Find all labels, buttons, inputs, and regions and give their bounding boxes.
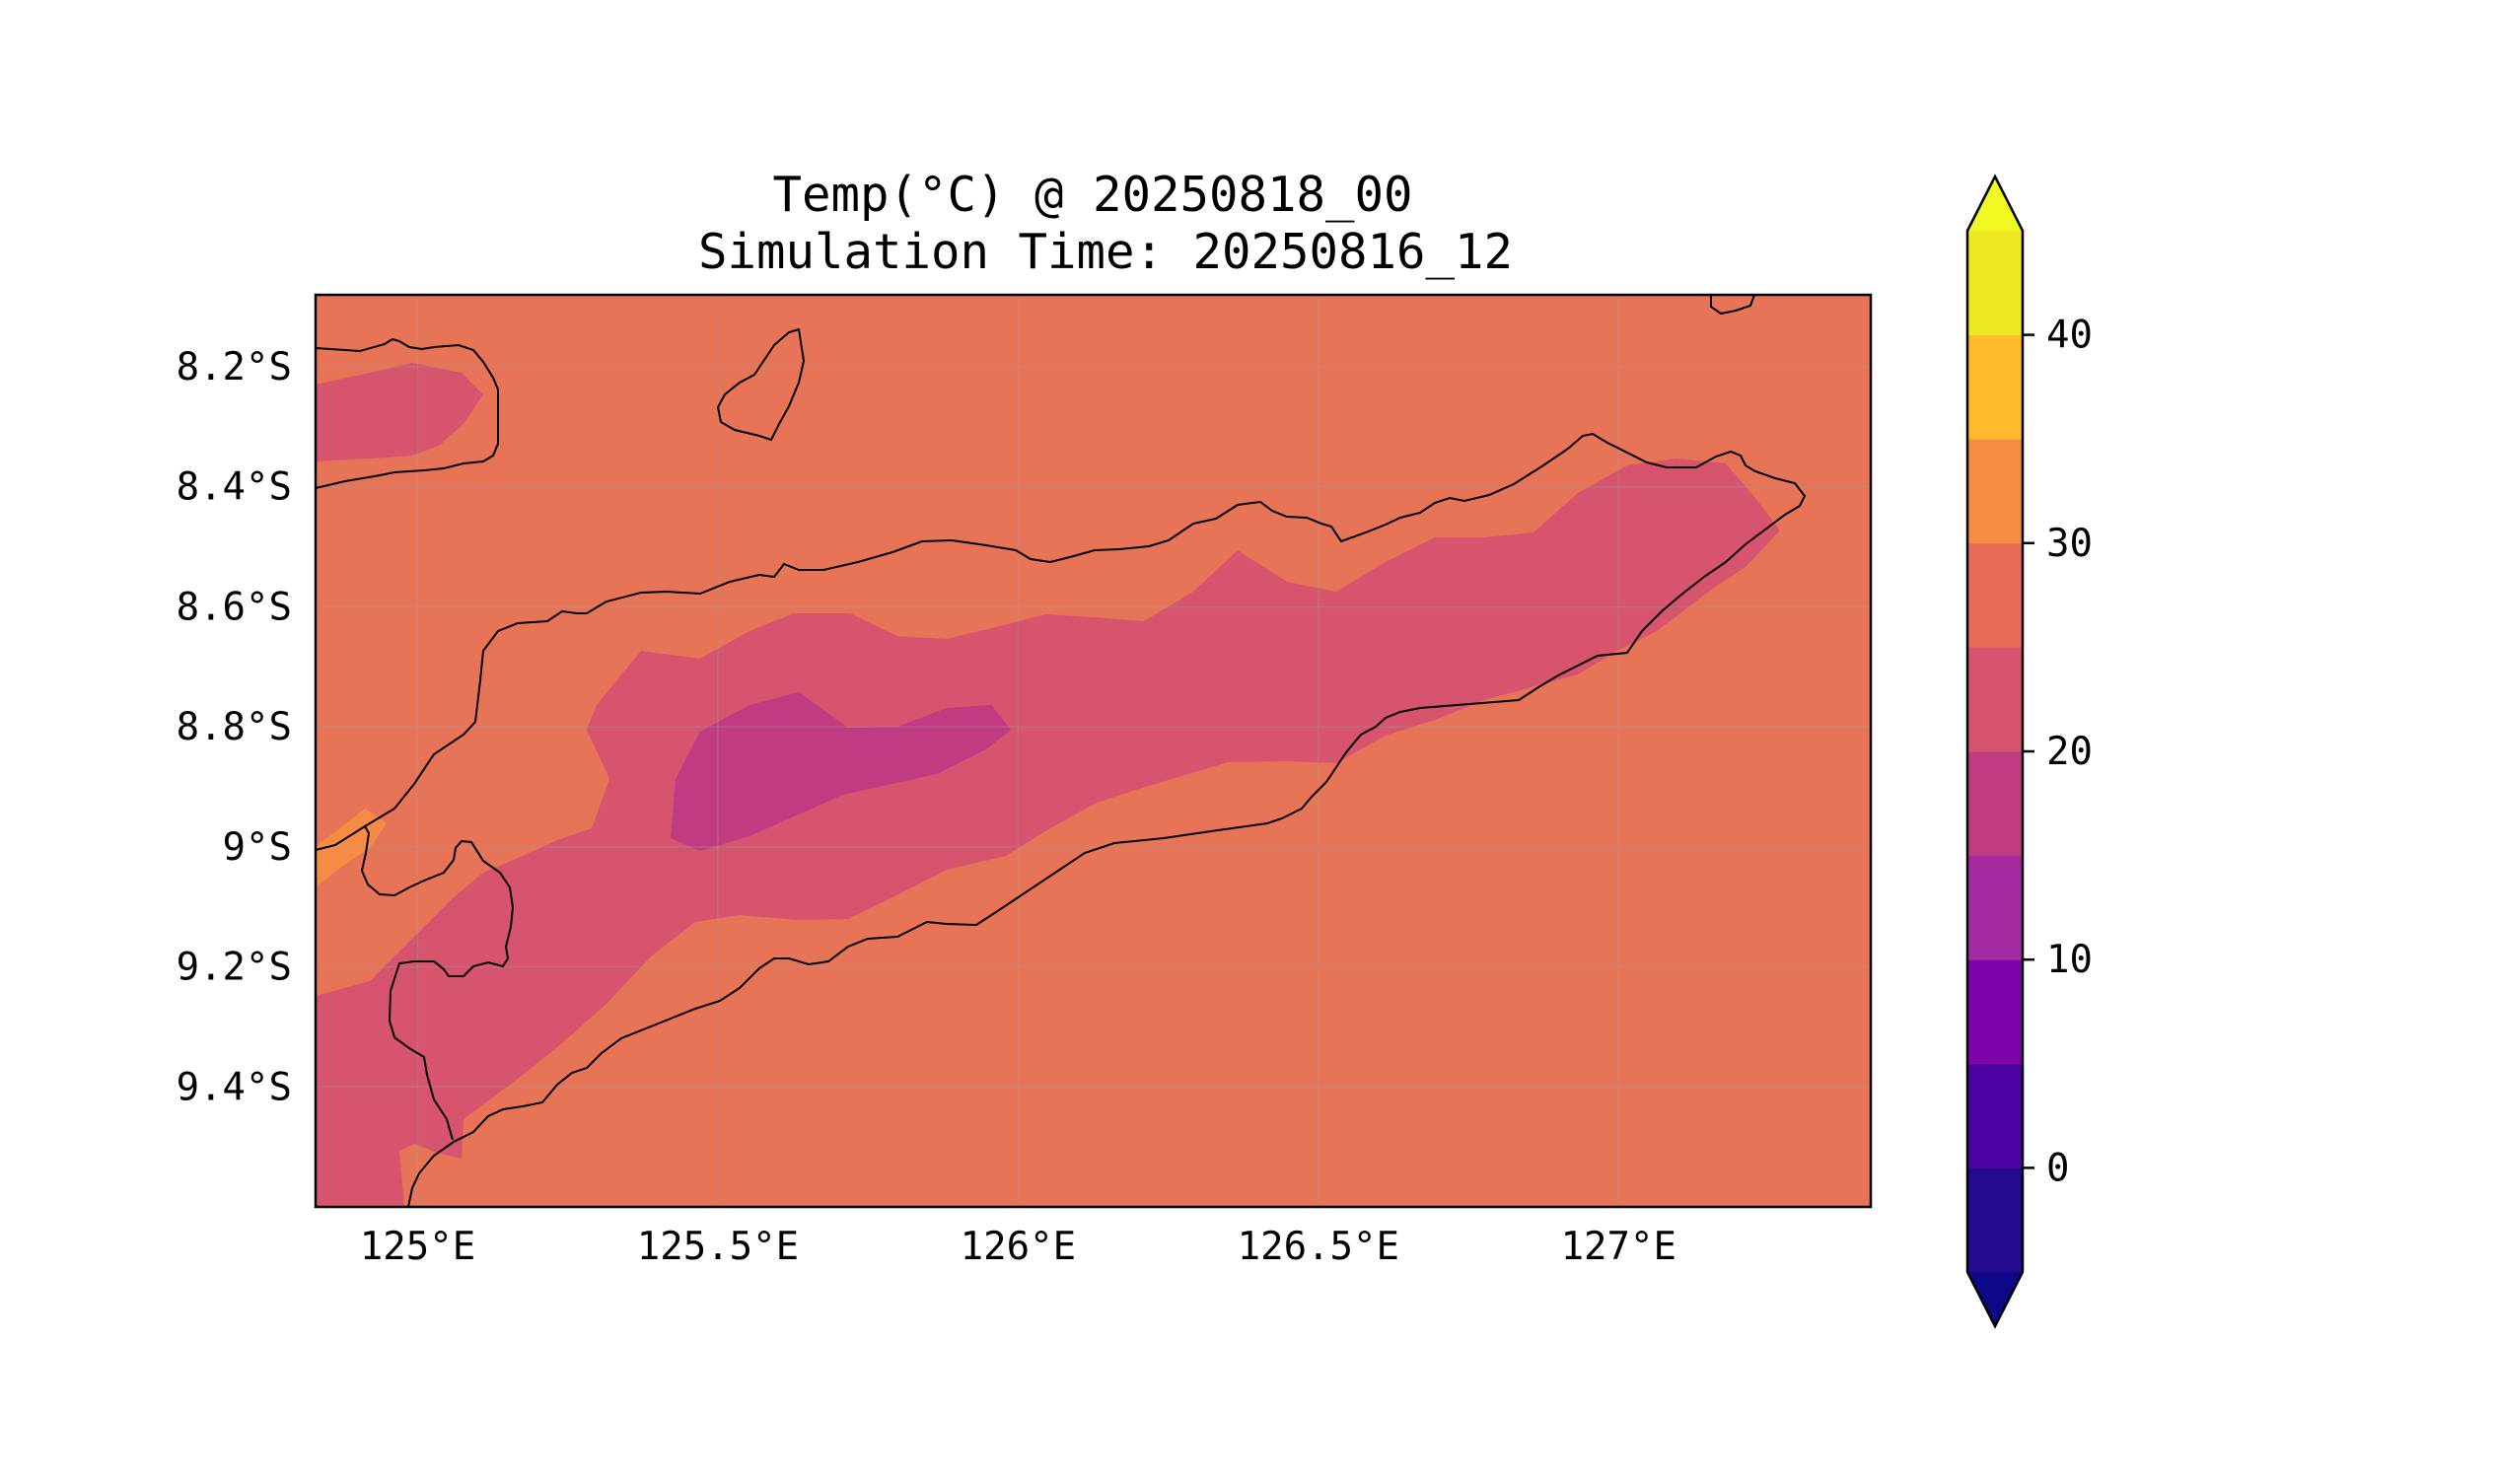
colorbar-extend-high: [1967, 177, 2023, 231]
y-tick-label: 8.2°S: [177, 345, 292, 389]
plot-frame: [314, 293, 1873, 1209]
coastline-atauro: [716, 327, 806, 442]
coastline-timor-north: [316, 432, 1807, 1207]
x-tick-label: 126.5°E: [1238, 1225, 1399, 1269]
gridlines: [316, 295, 1871, 1207]
colorbar-segment: [1967, 231, 2023, 336]
colorbar-segment: [1967, 1063, 2023, 1168]
y-tick-label: 8.6°S: [177, 585, 292, 629]
contour-band-15-20: [671, 692, 1011, 851]
colorbar-extend-low: [1967, 1272, 2023, 1326]
colorbar-tick-label: 30: [2046, 522, 2093, 566]
title-line-1: Temp(°C) @ 20250818_00: [772, 167, 1412, 223]
y-tick-label: 8.8°S: [177, 705, 292, 749]
x-axis: 125°E 125.5°E 126°E 126.5°E 127°E: [360, 1225, 1676, 1269]
colorbar-segment: [1967, 959, 2023, 1065]
contour-band-20-25-nw: [316, 363, 483, 461]
coastline-wetar: [316, 337, 499, 489]
colorbar-segment: [1967, 439, 2023, 544]
colorbar-segment: [1967, 751, 2023, 857]
y-tick-label: 8.4°S: [177, 465, 292, 510]
coastlines: [316, 295, 1807, 1207]
coastline-ne-island: [1710, 295, 1755, 316]
colorbar-segment: [1967, 647, 2023, 752]
colorbar-segment: [1967, 542, 2023, 648]
x-tick-label: 127°E: [1561, 1225, 1676, 1269]
colorbar: 0 10 20 30 40: [1965, 174, 2093, 1329]
colorbar-tick-label: 20: [2046, 730, 2093, 774]
y-axis: 8.2°S 8.4°S 8.6°S 8.8°S 9°S 9.2°S 9.4°S: [177, 345, 292, 1109]
colorbar-tick-label: 40: [2046, 314, 2093, 358]
coastline-west-islands: [360, 825, 515, 1141]
plot-area: [316, 295, 1871, 1207]
colorbar-segment: [1967, 1167, 2023, 1273]
title-line-2: Simulation Time: 20250816_12: [698, 224, 1513, 280]
colorbar-segment: [1967, 334, 2023, 440]
x-tick-label: 125°E: [360, 1225, 475, 1269]
x-tick-label: 125.5°E: [637, 1225, 799, 1269]
contour-band-20-25-main: [316, 459, 1780, 1207]
y-tick-label: 9.4°S: [177, 1065, 292, 1109]
y-tick-label: 9°S: [223, 825, 292, 870]
x-tick-label: 126°E: [961, 1225, 1076, 1269]
colorbar-tick-label: 10: [2046, 938, 2093, 982]
colorbar-segment: [1967, 855, 2023, 960]
colorbar-outline: [1965, 174, 2025, 1329]
contour-band-30-35: [316, 809, 387, 887]
y-tick-label: 9.2°S: [177, 946, 292, 990]
colorbar-tick-label: 0: [2046, 1146, 2069, 1190]
